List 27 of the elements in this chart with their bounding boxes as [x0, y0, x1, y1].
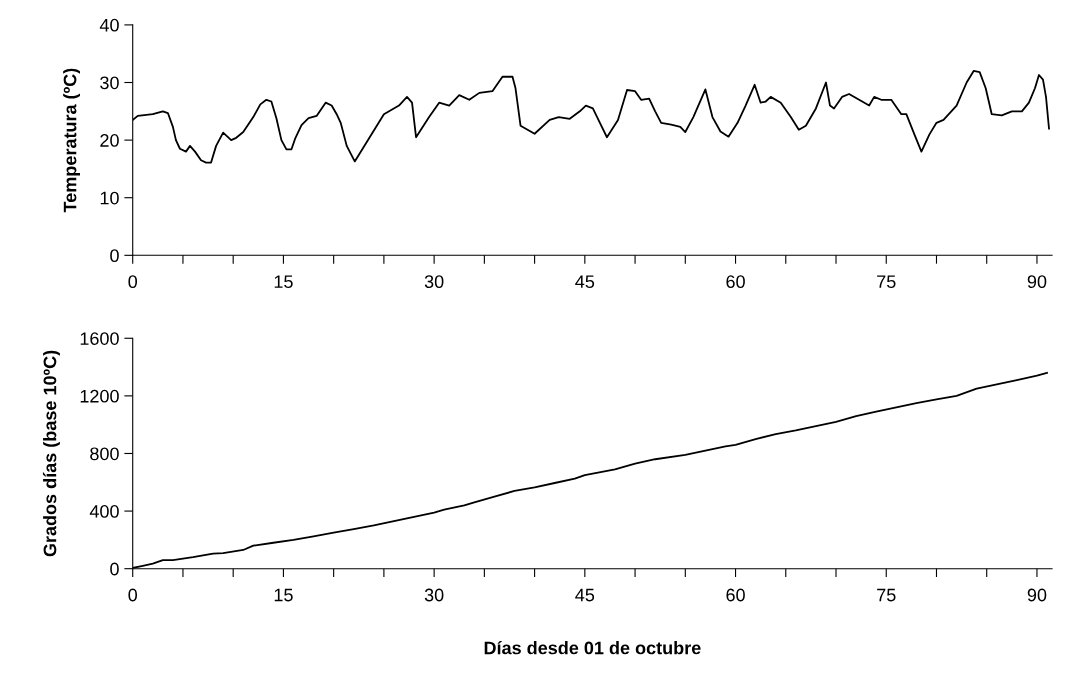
y-axis-title: Grados días (base 10ºC) — [42, 350, 60, 557]
x-tick-label: 15 — [274, 588, 293, 602]
x-tick-label: 75 — [877, 588, 896, 602]
x-tick-label: 75 — [877, 275, 896, 289]
x-tick-label: 15 — [274, 275, 293, 289]
x-tick-label: 0 — [128, 275, 138, 289]
x-tick-label: 90 — [1027, 275, 1047, 289]
y-tick-label: 1200 — [80, 389, 119, 403]
x-tick-label: 60 — [726, 588, 745, 602]
y-tick-label: 30 — [100, 76, 119, 90]
y-tick-label: 40 — [99, 18, 119, 32]
x-tick-label: 90 — [1027, 588, 1047, 602]
x-tick-label: 60 — [726, 275, 745, 289]
x-axis-title: Días desde 01 de octubre — [484, 640, 701, 655]
y-axis-title: Temperatura (ºC) — [63, 68, 80, 213]
x-tick-label: 30 — [424, 275, 444, 289]
y-tick-label: 800 — [90, 447, 119, 461]
x-tick-label: 0 — [128, 588, 138, 602]
y-tick-label: 10 — [100, 191, 119, 205]
x-tick-label: 30 — [424, 588, 444, 602]
y-tick-label: 0 — [110, 562, 119, 576]
y-tick-label: 400 — [89, 505, 119, 518]
y-tick-label: 20 — [100, 134, 119, 147]
y-tick-label: 0 — [110, 249, 119, 263]
y-tick-label: 1600 — [80, 332, 119, 345]
x-tick-label: 45 — [575, 275, 595, 289]
x-tick-label: 45 — [575, 588, 595, 602]
